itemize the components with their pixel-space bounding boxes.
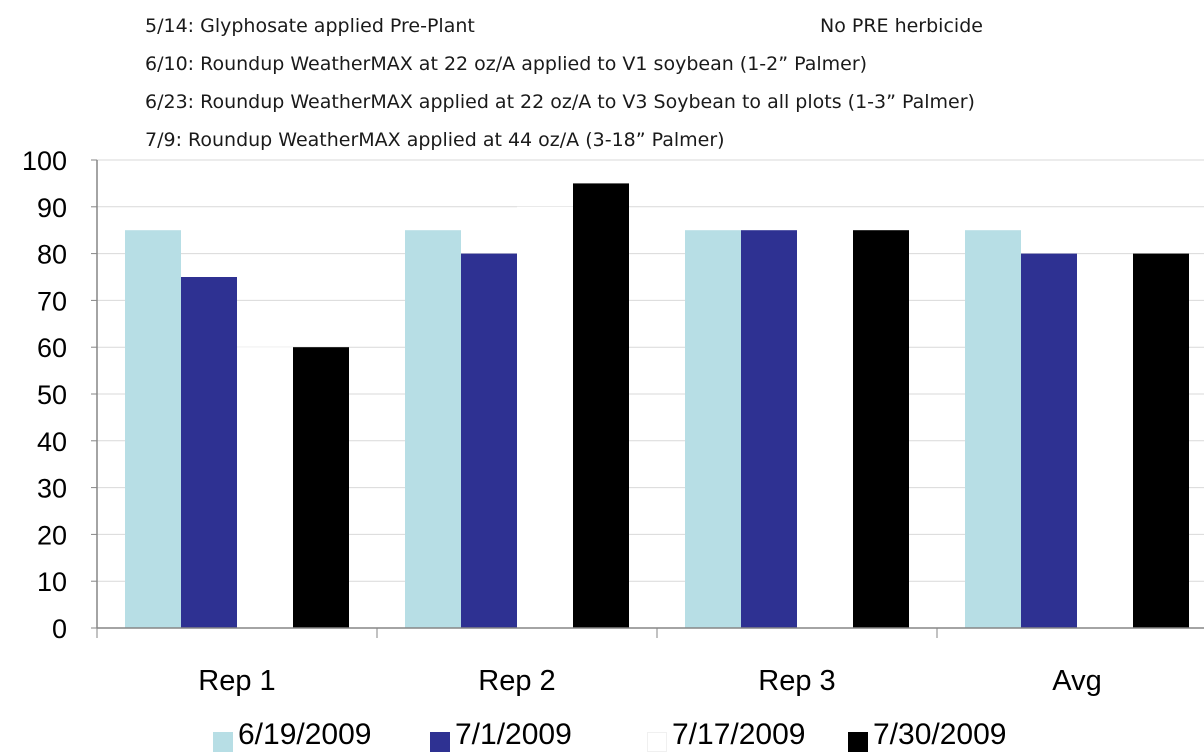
legend-swatch xyxy=(213,732,233,752)
annotation-block: 5/14: Glyphosate applied Pre-Plant No PR… xyxy=(0,0,1204,160)
x-category-label: Rep 2 xyxy=(478,665,555,697)
y-tick-label: 50 xyxy=(37,380,67,410)
bar-chart: 0 10 20 30 40 50 60 70 80 90 100 Rep 1 Rep 2 Rep 3 Avg xyxy=(22,146,1204,697)
bar-rep-1-7-17-2009 xyxy=(237,347,293,628)
annotation-no-pre: No PRE herbicide xyxy=(820,15,983,37)
legend-label: 7/17/2009 xyxy=(672,718,806,751)
legend-label: 7/30/2009 xyxy=(873,718,1007,751)
bar-rep-1-7-1-2009 xyxy=(181,277,237,628)
bar-avg-7-1-2009 xyxy=(1021,253,1077,628)
bar-rep-3-7-17-2009 xyxy=(797,230,853,628)
bar-rep-2-7-30-2009 xyxy=(573,183,629,628)
bar-avg-6-19-2009 xyxy=(965,230,1021,628)
y-tick-label: 20 xyxy=(37,520,67,550)
bar-avg-7-30-2009 xyxy=(1133,253,1189,628)
x-category-label: Avg xyxy=(1052,665,1101,697)
legend-label: 7/1/2009 xyxy=(455,718,572,751)
bar-avg-7-17-2009 xyxy=(1077,258,1133,628)
y-tick-label: 60 xyxy=(37,333,67,363)
legend-swatch xyxy=(430,732,450,752)
y-tick-label: 0 xyxy=(52,614,67,644)
annotation-v3-application: 6/23: Roundup WeatherMAX applied at 22 o… xyxy=(145,91,975,113)
y-tick-label: 70 xyxy=(37,286,67,316)
bar-rep-3-6-19-2009 xyxy=(685,230,741,628)
bar-rep-3-7-30-2009 xyxy=(853,230,909,628)
y-tick-label: 80 xyxy=(37,240,67,270)
bar-rep-2-7-1-2009 xyxy=(461,253,517,628)
bars xyxy=(125,183,1189,629)
y-tick-label: 90 xyxy=(37,193,67,223)
axes xyxy=(91,159,1204,638)
y-tick-label: 40 xyxy=(37,427,67,457)
chart-legend: 6/19/2009 7/1/2009 7/17/2009 7/30/2009 xyxy=(0,712,1204,752)
bar-rep-1-6-19-2009 xyxy=(125,230,181,628)
legend-swatch xyxy=(647,732,667,752)
legend-swatch xyxy=(848,732,868,752)
x-category-label: Rep 3 xyxy=(758,665,835,697)
annotation-44oz-application: 7/9: Roundup WeatherMAX applied at 44 oz… xyxy=(145,129,725,151)
bar-rep-3-7-1-2009 xyxy=(741,230,797,628)
x-category-label: Rep 1 xyxy=(198,665,275,697)
y-tick-label: 100 xyxy=(22,146,67,176)
annotation-preplant: 5/14: Glyphosate applied Pre-Plant xyxy=(145,15,475,37)
bar-rep-1-7-30-2009 xyxy=(293,347,349,628)
y-tick-label: 10 xyxy=(37,567,67,597)
bar-rep-2-7-17-2009 xyxy=(517,206,573,629)
y-tick-label: 30 xyxy=(37,474,67,504)
annotation-v1-application: 6/10: Roundup WeatherMAX at 22 oz/A appl… xyxy=(145,53,868,75)
axis-labels: 0 10 20 30 40 50 60 70 80 90 100 Rep 1 Rep 2 Rep 3 Avg xyxy=(22,146,1102,697)
bar-rep-2-6-19-2009 xyxy=(405,230,461,628)
legend-label: 6/19/2009 xyxy=(238,718,372,751)
